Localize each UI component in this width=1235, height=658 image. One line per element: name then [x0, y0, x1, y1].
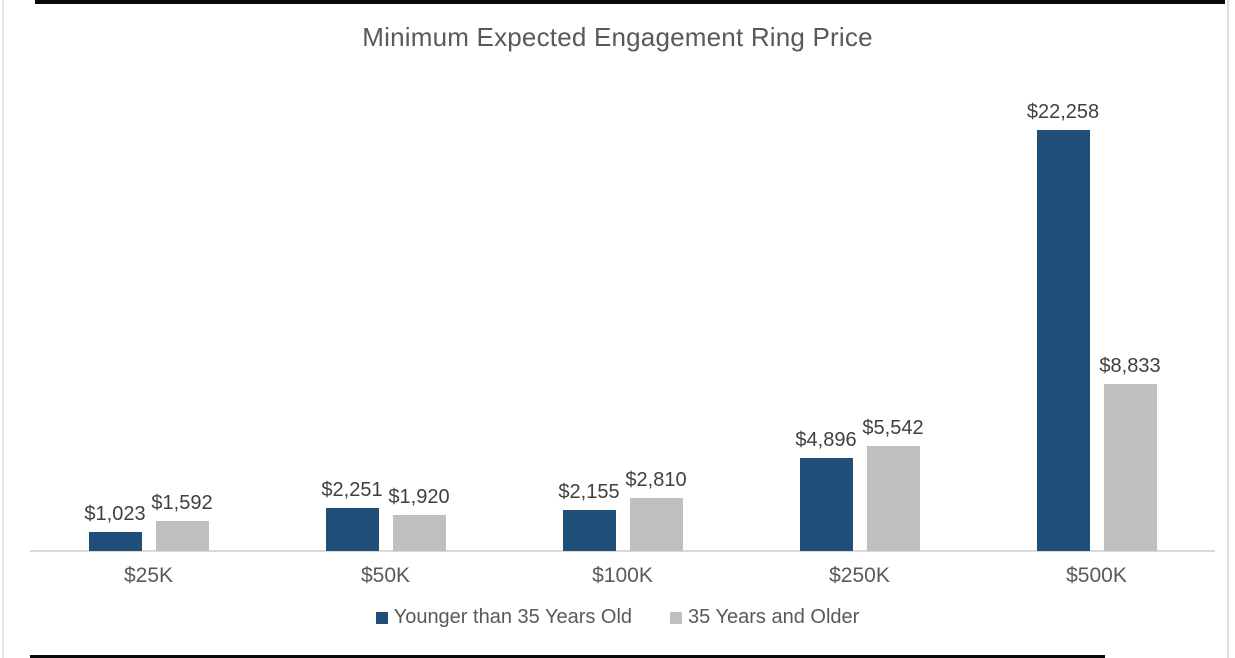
value-label-series2-cat2: $1,920 [388, 486, 450, 508]
bar-series2-cat4 [866, 446, 920, 551]
bar-series2-cat1 [155, 521, 209, 551]
x-axis-category-label: $100K [592, 564, 653, 587]
x-axis-baseline [30, 550, 1215, 552]
x-axis-category-label: $25K [123, 564, 174, 587]
bar-series1-cat2 [325, 508, 379, 551]
value-label-series2-cat5: $8,833 [1099, 355, 1161, 377]
value-label-series1-cat3: $2,155 [558, 481, 620, 503]
screenshot-crop-border-bottom [30, 655, 1105, 658]
screenshot-crop-border-left [2, 0, 4, 658]
x-axis-category-label: $500K [1066, 564, 1127, 587]
screenshot-crop-border-right [1227, 0, 1229, 658]
value-label-series2-cat4: $5,542 [862, 417, 924, 439]
screenshot-crop-border-top [35, 0, 1225, 4]
value-label-series2-cat3: $2,810 [625, 469, 687, 491]
bar-series1-cat1 [88, 532, 142, 551]
legend-item-series2: 35 Years and Older [670, 606, 859, 629]
legend-label: 35 Years and Older [688, 606, 860, 628]
legend-swatch-icon [670, 611, 683, 624]
value-label-series1-cat5: $22,258 [1026, 101, 1100, 123]
bar-series2-cat3 [629, 498, 683, 551]
chart-title: Minimum Expected Engagement Ring Price [362, 22, 873, 52]
legend-item-series1: Younger than 35 Years Old [375, 606, 633, 629]
bar-series1-cat3 [562, 510, 616, 551]
x-axis-category-label: $50K [360, 564, 411, 587]
value-label-series2-cat1: $1,592 [151, 492, 213, 514]
legend-label: Younger than 35 Years Old [393, 606, 633, 628]
legend: Younger than 35 Years Old 35 Years and Ol… [0, 606, 1235, 629]
bar-series2-cat2 [392, 515, 446, 551]
bar-series2-cat5 [1103, 384, 1157, 551]
bar-series1-cat4 [799, 458, 853, 551]
value-label-series1-cat1: $1,023 [84, 503, 146, 525]
legend-swatch-icon [375, 611, 388, 624]
value-label-series1-cat2: $2,251 [321, 479, 383, 501]
x-axis-category-label: $250K [829, 564, 890, 587]
bar-series1-cat5 [1036, 130, 1090, 551]
value-label-series1-cat4: $4,896 [795, 429, 857, 451]
